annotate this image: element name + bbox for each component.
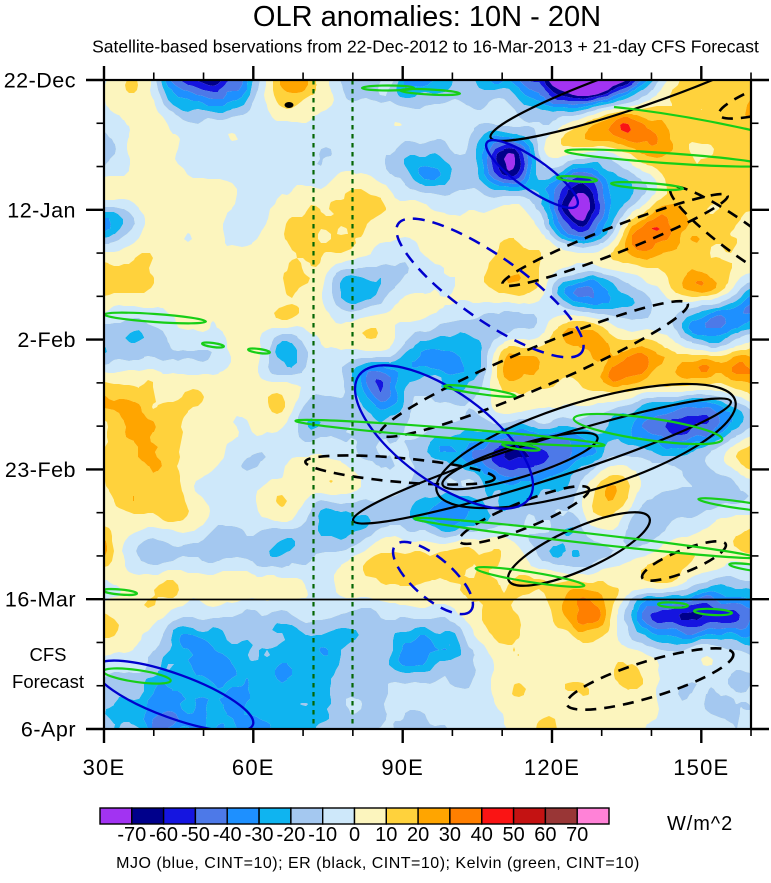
svg-text:20: 20 [407,824,429,846]
svg-text:Satellite-based bservations fr: Satellite-based bservations from 22-Dec-… [92,37,759,57]
svg-text:120E: 120E [524,755,580,780]
svg-text:90E: 90E [381,755,424,780]
svg-text:30E: 30E [83,755,126,780]
svg-text:6-Apr: 6-Apr [21,718,76,742]
svg-text:16-Mar: 16-Mar [5,588,76,612]
svg-text:-60: -60 [149,824,178,846]
svg-text:-70: -70 [117,824,146,846]
svg-text:OLR anomalies: 10N - 20N: OLR anomalies: 10N - 20N [253,1,601,33]
svg-text:40: 40 [471,824,493,846]
svg-text:-10: -10 [308,824,337,846]
svg-text:CFS: CFS [30,644,67,665]
svg-text:22-Dec: 22-Dec [4,69,76,93]
svg-text:-50: -50 [181,824,210,846]
svg-text:MJO (blue, CINT=10); ER (black: MJO (blue, CINT=10); ER (black, CINT=10)… [116,855,640,872]
svg-text:W/m^2: W/m^2 [667,813,733,835]
svg-text:-20: -20 [276,824,305,846]
svg-text:2-Feb: 2-Feb [17,328,76,352]
svg-text:0: 0 [349,824,360,846]
svg-text:-40: -40 [213,824,242,846]
svg-text:-30: -30 [245,824,274,846]
svg-text:150E: 150E [673,755,729,780]
svg-text:70: 70 [566,824,588,846]
svg-text:10: 10 [375,824,397,846]
svg-text:50: 50 [502,824,524,846]
svg-text:60E: 60E [232,755,275,780]
svg-text:23-Feb: 23-Feb [5,458,76,482]
svg-text:60: 60 [534,824,556,846]
svg-text:Forecast: Forecast [12,671,84,692]
svg-text:12-Jan: 12-Jan [7,198,76,222]
svg-text:30: 30 [439,824,461,846]
